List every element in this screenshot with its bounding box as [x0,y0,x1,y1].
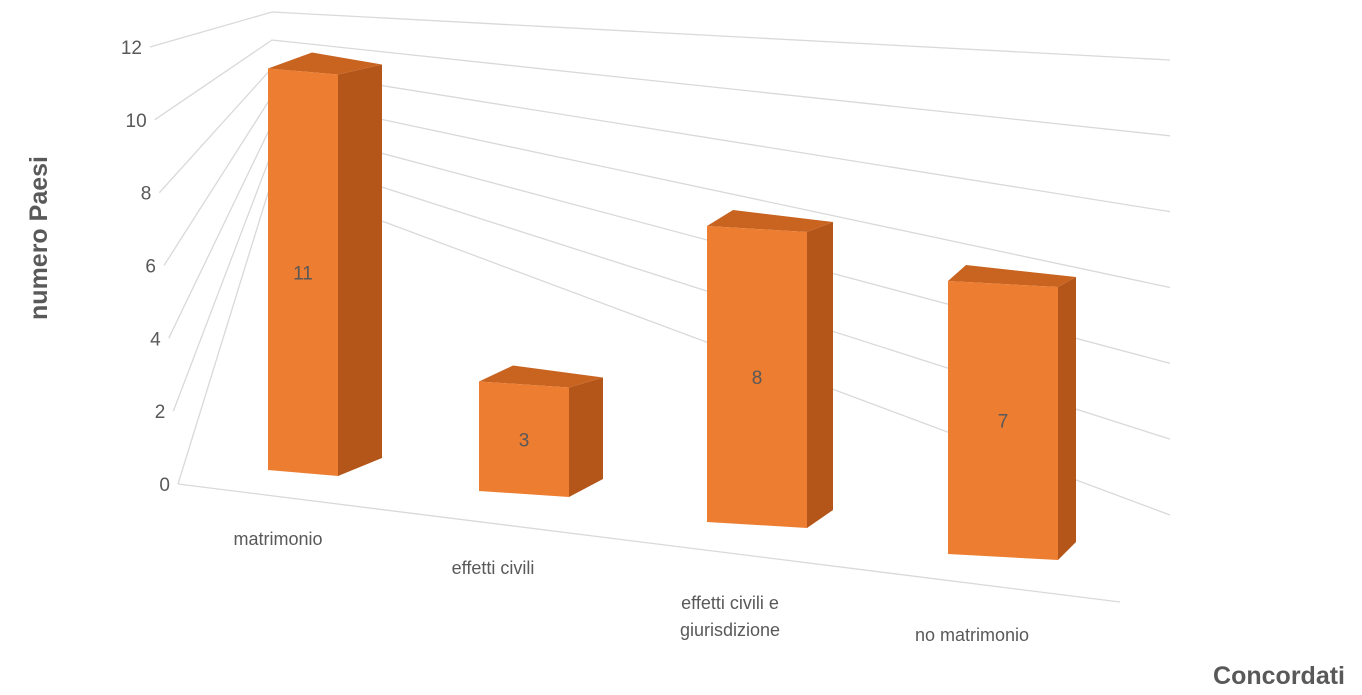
y-tick-label: 12 [121,38,142,59]
bar-front [948,281,1058,560]
y-tick-label: 0 [159,475,170,496]
y-tick-label: 4 [150,329,161,350]
bar-front [479,381,569,497]
y-tick-label: 8 [141,184,152,205]
bar: 8 [707,210,833,528]
bar-front [707,226,807,528]
x-tick-label: effetti civili e giurisdizione [680,593,780,640]
bars: 11 3 8 7 [268,52,1076,560]
bar-top [479,365,603,388]
bar-top [948,265,1076,287]
gridline [149,11,1171,61]
bar-top [268,52,382,75]
x-axis-ticks: matrimonio effetti civili effetti civili e… [233,529,1029,645]
bar-side [338,64,382,476]
data-label: 11 [293,263,313,284]
bar-side [569,377,603,497]
gridline [154,39,1171,137]
bar-side [807,222,833,528]
bar: 11 [268,52,382,476]
data-label: 3 [519,430,530,451]
y-tick-label: 6 [145,257,156,278]
x-axis-title: Concordati [1213,662,1345,690]
y-axis-ticks: 0 2 4 6 8 10 12 [121,38,170,496]
y-tick-label: 10 [126,111,147,132]
bar: 3 [479,365,603,497]
x-tick-label: no matrimonio [915,625,1029,645]
data-label: 7 [998,412,1009,433]
bar: 7 [948,265,1076,560]
y-tick-label: 2 [155,402,166,423]
data-label: 8 [752,368,763,389]
y-axis-title: numero Paesi [25,156,53,320]
x-tick-label: matrimonio [233,529,322,549]
bar-side [1058,277,1076,560]
bar-front [268,68,338,476]
floor-edge [177,483,1121,603]
x-tick-label: effetti civili [452,558,535,578]
bar-top [707,210,833,232]
